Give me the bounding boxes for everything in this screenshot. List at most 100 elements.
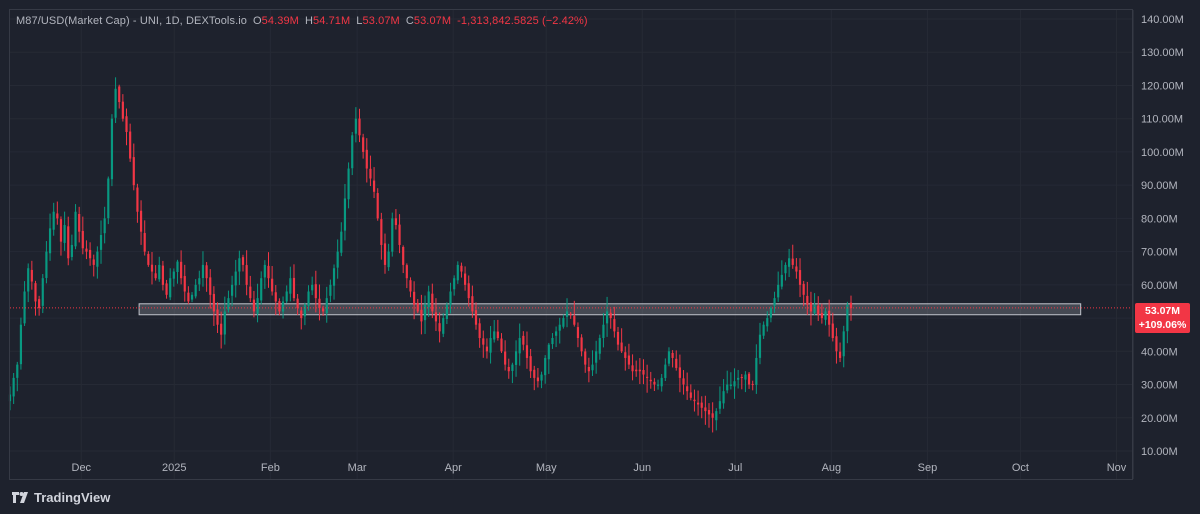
- x-tick-label: Nov: [1107, 462, 1127, 474]
- candle-body: [372, 180, 376, 192]
- candle-body: [318, 298, 321, 309]
- candle-body: [547, 344, 550, 360]
- candle-body: [354, 118, 357, 134]
- candle-body: [398, 224, 401, 245]
- candle-body: [205, 265, 208, 279]
- candle-body: [351, 135, 354, 169]
- candle-body: [460, 265, 463, 272]
- candle-body: [696, 402, 700, 405]
- candle-body: [449, 291, 452, 305]
- high-value: 54.71M: [313, 15, 351, 27]
- candle-body: [565, 311, 569, 317]
- candle-body: [34, 283, 37, 302]
- brand-name: TradingView: [34, 490, 111, 505]
- candle-body: [85, 248, 88, 252]
- candle-body: [817, 305, 820, 315]
- y-tick-label: 100.00M: [1141, 147, 1184, 159]
- candle-body: [729, 384, 732, 386]
- candle-body: [249, 286, 252, 299]
- y-tick-label: 120.00M: [1141, 80, 1184, 92]
- candle-body: [325, 298, 328, 314]
- tradingview-logo[interactable]: TradingView: [12, 490, 110, 505]
- candle-body: [762, 324, 765, 336]
- candle-body: [70, 244, 73, 257]
- candle-body: [784, 264, 787, 274]
- candle-body: [114, 88, 117, 118]
- candle-body: [478, 323, 481, 339]
- legend-header: M87/USD(Market Cap) - UNI, 1D, DEXTools.…: [16, 15, 588, 27]
- candle-body: [504, 351, 507, 365]
- candle-body: [656, 384, 660, 386]
- candle-body: [769, 308, 772, 318]
- candle-body: [828, 310, 831, 325]
- candle-body: [591, 364, 594, 371]
- last-price-badge: 53.07M +109.06%: [1135, 303, 1190, 333]
- candle-body: [555, 331, 558, 336]
- candle-body: [340, 231, 343, 253]
- candle-body: [544, 357, 547, 376]
- candle-body: [777, 284, 780, 298]
- candle-body: [416, 302, 419, 312]
- candle-body: [795, 266, 798, 272]
- price-axis[interactable]: 10.00M20.00M30.00M40.00M50.00M60.00M70.0…: [1132, 10, 1184, 479]
- candle-body: [278, 301, 281, 312]
- candle-body: [16, 364, 19, 378]
- candle-body: [125, 116, 128, 132]
- candle-body: [347, 168, 350, 200]
- badge-price: 53.07M: [1144, 305, 1181, 317]
- candle-body: [267, 265, 270, 279]
- candle-body: [751, 383, 754, 385]
- candle-body: [511, 364, 514, 371]
- candle-body: [132, 157, 135, 186]
- candle-body: [78, 213, 81, 232]
- x-tick-label: Jun: [633, 462, 651, 474]
- candle-body: [573, 315, 576, 325]
- candle-body: [595, 351, 598, 363]
- candle-body: [194, 284, 197, 297]
- candle-body: [223, 311, 226, 335]
- candle-body: [187, 292, 190, 302]
- candle-body: [496, 331, 499, 339]
- candle-body: [103, 218, 106, 234]
- open-label: O: [253, 15, 262, 27]
- candle-body: [161, 265, 165, 285]
- candle-body: [336, 251, 339, 268]
- candle-body: [434, 312, 438, 322]
- close-label: C: [405, 15, 414, 27]
- grid: [10, 10, 1132, 479]
- candle-body: [485, 346, 489, 352]
- candle-body: [129, 131, 132, 159]
- close-value: 53.07M: [413, 15, 452, 27]
- candle-body: [646, 376, 649, 378]
- x-tick-label: Jul: [728, 462, 742, 474]
- candle-body: [737, 377, 740, 380]
- candle-body: [653, 381, 656, 385]
- candle-body: [525, 345, 529, 358]
- x-tick-label: 2025: [162, 462, 186, 474]
- candle-body: [820, 312, 823, 319]
- time-axis[interactable]: Dec 2025 Feb Mar Apr May Jun Jul Aug Sep Oct Nov: [72, 462, 1127, 474]
- candle-body: [118, 86, 121, 103]
- candle-body: [92, 259, 95, 265]
- candle-body: [686, 386, 689, 392]
- candle-body: [136, 187, 139, 212]
- candle-body: [296, 298, 299, 309]
- candle-body: [230, 284, 234, 296]
- candle-body: [766, 318, 769, 327]
- candle-body: [602, 324, 605, 338]
- candle-body: [281, 301, 285, 312]
- candle-body: [463, 273, 467, 285]
- candle-body: [467, 283, 470, 299]
- candle-body: [747, 373, 751, 385]
- candle-body: [139, 210, 143, 232]
- candle-body: [733, 381, 736, 387]
- candle-body: [110, 118, 114, 180]
- candle-body: [711, 413, 714, 418]
- candle-body: [453, 278, 456, 290]
- candle-body: [67, 226, 70, 259]
- candle-body: [671, 352, 674, 358]
- candle-body: [704, 407, 707, 412]
- candle-body: [365, 149, 368, 169]
